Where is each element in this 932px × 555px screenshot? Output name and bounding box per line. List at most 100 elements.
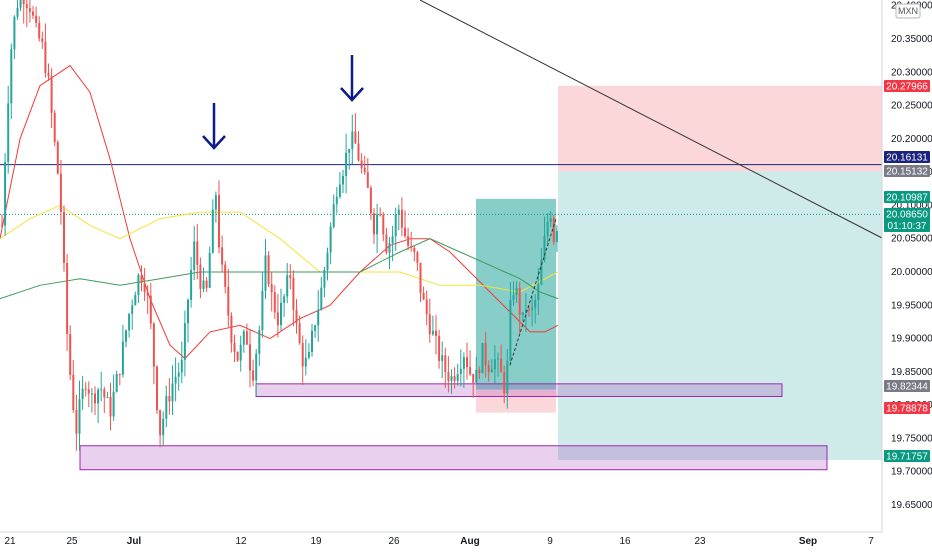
moving-average-mid[interactable] [0,204,559,293]
support-zone[interactable] [79,445,828,471]
price-tag: 20.10987 [884,191,930,204]
candle-body [286,275,289,297]
candle-body [552,218,555,243]
candle-body [50,76,53,113]
candle-body [531,307,534,311]
y-tick-label: 20.20000 [891,134,932,145]
candle-body [348,149,351,153]
candle-body [137,274,140,295]
candle-body [301,343,304,367]
y-tick-label: 19.85000 [891,367,932,378]
candle-body [84,388,87,390]
candle-body [518,288,521,315]
candle-body [28,7,31,12]
y-tick-label: 20.10000 [891,200,932,211]
price-tag-label: 20.16131 [886,153,928,164]
candle-body [59,173,62,212]
candle-body [125,330,127,342]
candle-body [428,314,431,335]
candle-body [298,323,301,344]
candle-body [379,214,382,216]
candle-body [444,355,447,373]
candle-body [317,309,320,326]
candle-body [134,294,137,306]
plot-background [0,0,882,532]
candle-body [115,373,118,392]
x-tick-label: Aug [460,536,479,547]
candle-body [56,142,59,174]
candle-body [422,292,425,300]
candle-body [230,315,233,343]
candle-body [397,209,400,215]
candle-body [227,286,230,316]
y-tick-label: 20.30000 [891,67,932,78]
y-tick-label: 19.90000 [891,334,932,345]
candle-body [214,195,217,210]
support-zone[interactable] [255,383,783,397]
moving-average-slow[interactable] [0,238,559,300]
currency-badge[interactable] [895,3,921,19]
price-tag: 20.15132 [884,165,930,178]
candle-body [478,369,481,374]
candle-body [447,372,450,382]
candle-body [289,275,292,278]
x-tick-label: Jul [127,536,142,547]
candle-body [369,187,372,214]
candle-body [549,218,552,223]
candle-body [537,284,540,301]
candle-body [555,230,558,243]
candle-body [435,330,437,336]
candle-body [140,274,143,284]
candle-body [419,262,422,293]
moving-average-fast[interactable] [0,64,559,360]
candle-body [149,295,152,324]
candle-body [459,368,462,375]
candle-body [503,372,506,394]
candle-body [487,365,490,373]
candle-body [10,49,13,104]
candle-body [453,376,456,381]
position-profit-zone[interactable] [558,171,882,461]
candle-body [180,359,183,373]
candle-body [500,358,503,373]
candle-body [13,16,16,50]
candle-body [41,38,44,42]
price-tag-label: 19.78878 [886,404,928,415]
candle-body [106,396,109,398]
y-tick-label: 19.65000 [891,500,932,511]
candle-body [22,0,25,5]
candle-body [385,234,388,253]
candle-body [1,225,3,227]
candle-body [456,374,459,381]
position-loss-zone[interactable] [476,389,556,413]
x-tick-label: 23 [694,536,706,547]
candle-body [267,255,270,285]
candle-body [481,343,484,374]
candle-body [528,309,530,311]
trendline[interactable] [419,0,883,239]
candle-body [354,131,357,144]
candle-body [320,287,323,310]
candle-body [199,264,202,289]
price-tag-label: 19.71757 [886,452,928,463]
candle-body [87,389,90,394]
price-tag-label: 20.08650 [886,210,928,221]
candle-body [345,152,348,176]
candle-body [373,213,375,235]
candle-body [270,284,273,293]
price-tag-label: 19.82344 [886,382,928,393]
candle-body [506,360,509,394]
candle-body [239,344,242,361]
candle-body [208,252,211,288]
candle-body [363,167,366,173]
position-loss-zone[interactable] [558,85,882,172]
candle-body [416,252,419,263]
y-tick-label: 20.25000 [891,101,932,112]
candle-body [404,227,406,237]
candle-body [121,341,124,375]
candle-body [94,393,96,404]
candle-body [280,302,282,326]
